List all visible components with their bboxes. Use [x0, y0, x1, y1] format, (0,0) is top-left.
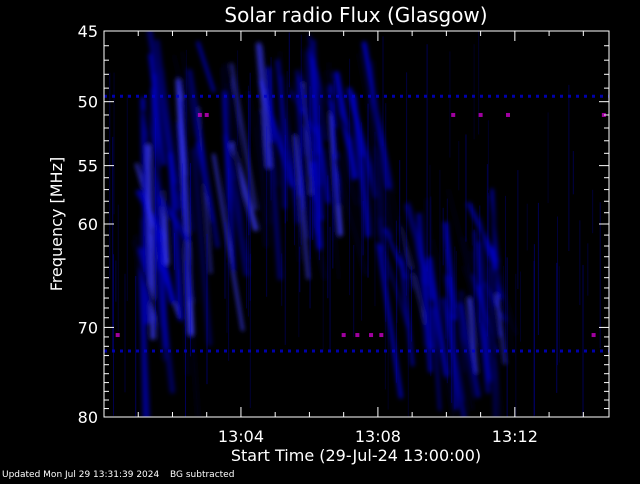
emission-streak — [417, 212, 433, 373]
x-axis-label: Start Time (29-Jul-24 13:00:00) — [231, 446, 481, 465]
footer-updated: Updated Mon Jul 29 13:31:39 2024 — [2, 470, 159, 480]
x-tick-label: 13:08 — [355, 427, 401, 446]
emission-streak — [361, 155, 390, 281]
spectrogram-heatmap — [104, 31, 609, 417]
emission-streak — [426, 257, 450, 377]
emission-streak — [469, 274, 492, 340]
emission-streak — [479, 215, 495, 359]
emission-streak — [311, 161, 323, 250]
emission-streak — [187, 68, 220, 249]
bright-pixel — [115, 333, 120, 338]
emission-streak — [337, 151, 359, 206]
emission-streak — [308, 34, 320, 132]
emission-streak — [184, 174, 199, 304]
emission-streak — [157, 196, 191, 242]
emission-streak — [154, 39, 179, 185]
emission-streak — [408, 199, 427, 316]
y-tick-label: 45 — [78, 22, 98, 41]
emission-streak — [399, 254, 415, 367]
emission-streak — [370, 60, 385, 219]
emission-streak — [334, 158, 368, 276]
emission-streak — [461, 236, 483, 347]
emission-streak — [212, 153, 245, 332]
emission-streak — [457, 301, 481, 399]
bright-pixel — [451, 112, 456, 117]
bright-pixel — [355, 333, 360, 338]
emission-streak — [326, 89, 355, 144]
emission-streak — [148, 53, 166, 166]
emission-streak — [172, 54, 194, 139]
emission-streak — [380, 244, 410, 328]
bright-pixel — [379, 333, 384, 338]
y-tick-label: 50 — [78, 93, 98, 112]
emission-streak — [275, 59, 300, 224]
emission-streak — [291, 133, 328, 281]
emission-streak — [132, 239, 162, 328]
emission-streak — [431, 308, 442, 411]
emission-streak — [441, 297, 467, 417]
bright-pixel — [369, 333, 374, 338]
emission-streak — [489, 310, 504, 417]
emission-streak — [196, 142, 214, 223]
emission-streak — [296, 76, 305, 210]
emission-streak — [155, 228, 176, 304]
emission-streak — [495, 293, 507, 365]
axis-ticks: 45 50 55 60 70 80 13:04 13:08 13:12 — [78, 22, 609, 446]
emission-streak — [265, 66, 275, 145]
emission-streak — [151, 234, 176, 394]
bright-pixel — [341, 333, 346, 338]
emission-streak — [229, 62, 258, 211]
footer-note: BG subtracted — [170, 470, 234, 480]
bright-pixel — [478, 112, 483, 117]
emission-streak — [488, 194, 515, 357]
bright-pixel — [197, 112, 202, 117]
emission-streak — [228, 84, 245, 240]
emission-streak — [293, 134, 311, 280]
bright-pixel — [204, 112, 209, 117]
emission-streak — [329, 84, 341, 206]
emission-streak — [376, 243, 404, 399]
emission-streak — [191, 147, 213, 347]
y-tick-label: 70 — [78, 318, 98, 337]
y-tick-label: 55 — [78, 157, 98, 176]
y-axis-label: Frequency [MHz] — [47, 157, 66, 291]
chart-title: Solar radio Flux (Glasgow) — [224, 3, 487, 27]
bright-pixel — [591, 333, 596, 338]
emission-streak — [222, 91, 236, 272]
emission-streak — [288, 83, 301, 263]
emission-streak — [257, 110, 270, 248]
x-tick-label: 13:04 — [218, 427, 264, 446]
x-tick-label: 13:12 — [492, 427, 538, 446]
emission-streak — [255, 42, 273, 169]
emission-streak — [443, 221, 457, 320]
bright-pixel — [601, 112, 606, 117]
emission-streak — [431, 238, 456, 317]
emission-streak — [351, 93, 371, 238]
emission-streak — [398, 248, 415, 291]
emission-streak — [196, 41, 216, 93]
y-tick-label: 80 — [78, 408, 98, 427]
emission-streak — [141, 108, 171, 219]
emission-streak — [138, 247, 149, 417]
emission-streak — [268, 145, 283, 281]
emission-streak — [466, 297, 478, 375]
spectrogram-emission — [132, 31, 518, 417]
bright-pixel — [506, 112, 510, 117]
emission-streak — [294, 69, 323, 187]
y-tick-label: 60 — [78, 215, 98, 234]
